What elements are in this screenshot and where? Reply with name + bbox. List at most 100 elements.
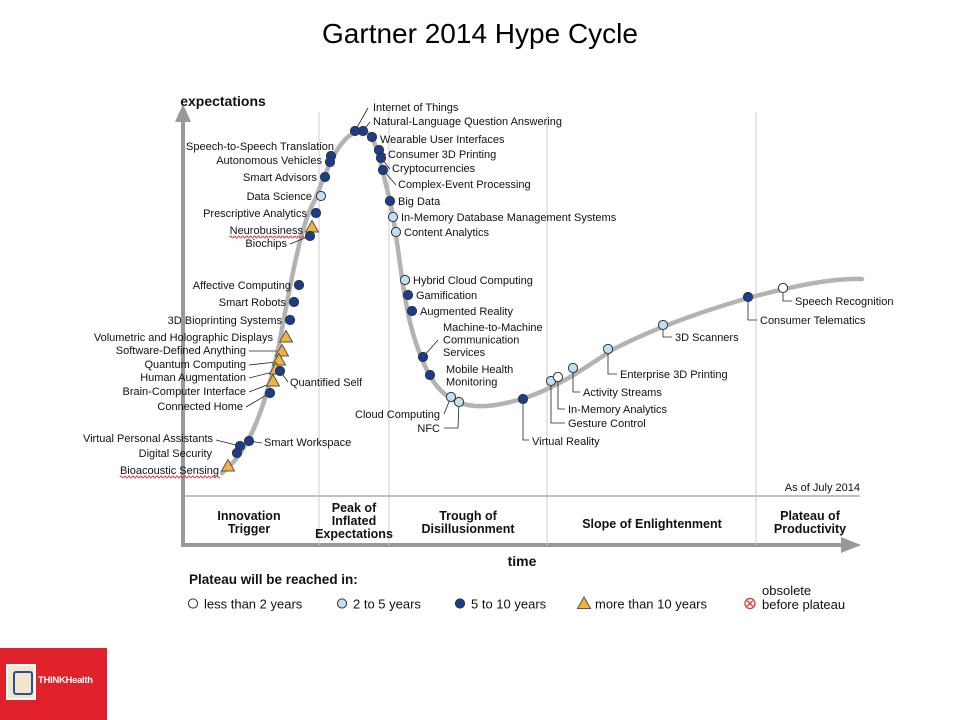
tech-smart-workspace: Smart Workspace <box>243 435 351 449</box>
tech-marker <box>220 458 236 472</box>
technology-points: Internet of Things Natural-Language Quest… <box>83 102 893 479</box>
legend-item-lt2: less than 2 years <box>187 597 303 612</box>
tech-label: Hybrid Cloud Computing <box>413 275 533 287</box>
tech-big-data: Big Data <box>384 195 441 208</box>
phase-label: Inflated <box>332 514 376 528</box>
tech-volumetric-and-holographic-displays: Volumetric and Holographic Displays <box>94 329 294 344</box>
tech-marker <box>274 365 286 377</box>
tech-label: 3D Scanners <box>675 332 739 344</box>
tech-label: In-Memory Database Management Systems <box>401 212 617 224</box>
tech-label: Brain-Computer Interface <box>123 386 247 398</box>
tech-biochips: Biochips <box>245 230 316 250</box>
tech-label: Wearable User Interfaces <box>380 134 505 146</box>
tech-virtual-personal-assistants: Virtual Personal Assistants <box>83 433 246 452</box>
leader-line <box>444 401 460 429</box>
legend-label: less than 2 years <box>204 597 303 612</box>
legend-label: 2 to 5 years <box>353 597 421 612</box>
tech-3d-scanners: 3D Scanners <box>657 319 739 344</box>
tech-marker <box>742 291 754 303</box>
tech-label: Smart Workspace <box>264 437 351 449</box>
leader-line <box>248 371 274 379</box>
tech-mobile-health-monitoring: Mobile Health Monitoring <box>424 364 513 389</box>
tech-marker <box>567 362 579 374</box>
tech-marker <box>284 314 296 326</box>
tech-marker <box>288 296 300 308</box>
tech-marker <box>399 274 411 286</box>
leader-line <box>248 361 277 366</box>
tech-marker <box>417 351 429 363</box>
tech-data-science: Data Science <box>247 190 327 203</box>
tech-marker <box>777 282 789 294</box>
tech-label: Machine-to-Machine Communication Services <box>443 322 543 359</box>
tech-label: Quantified Self <box>290 377 363 389</box>
tech-brain-computer-interface: Brain-Computer Interface <box>123 373 281 398</box>
hype-curve <box>219 128 865 476</box>
tech-label: Affective Computing <box>193 280 291 292</box>
phase-label: Productivity <box>774 522 846 536</box>
tech-label: In-Memory Analytics <box>568 404 668 416</box>
legend-item-5to10: 5 to 10 years <box>454 597 547 612</box>
tech-label: Speech Recognition <box>795 296 893 308</box>
tech-speech-recognition: Speech Recognition <box>777 282 893 308</box>
tech-marker <box>517 393 529 405</box>
leader-line <box>607 349 617 375</box>
spellcheck-underline <box>119 475 221 479</box>
phase-label: Trigger <box>228 522 271 536</box>
leader-line <box>522 399 529 441</box>
tech-label: Internet of Things <box>373 102 459 114</box>
legend-title: Plateau will be reached in: <box>189 572 358 587</box>
thinkhealth-logo: THINKHealth <box>0 648 107 720</box>
phase-label: Peak of <box>332 501 377 515</box>
legend-item-gt10: more than 10 years <box>576 595 708 612</box>
leader-line <box>550 381 565 424</box>
tech-marker <box>602 343 614 355</box>
tech-marker <box>377 164 389 176</box>
tech-natural-language-question-answering: Natural-Language Question Answering <box>357 116 562 137</box>
tech-marker <box>304 230 316 242</box>
legend-marker <box>744 597 756 610</box>
phase-label: Trough of <box>439 509 497 523</box>
tech-in-memory-analytics: In-Memory Analytics <box>552 371 668 416</box>
legend: Plateau will be reached in: less than 2 y… <box>187 572 845 612</box>
tech-connected-home: Connected Home <box>157 387 276 413</box>
tech-enterprise-3d-printing: Enterprise 3D Printing <box>602 343 728 381</box>
tech-marker <box>310 207 322 219</box>
tech-marker <box>387 211 399 223</box>
tech-label: Human Augmentation <box>140 372 246 384</box>
tech-label: 3D Bioprinting Systems <box>168 315 283 327</box>
tech-in-memory-database-management-systems: In-Memory Database Management Systems <box>387 211 617 224</box>
tech-label: Cloud Computing <box>355 409 440 421</box>
tech-gamification: Gamification <box>402 289 477 302</box>
tech-label: Speech-to-Speech Translation <box>186 141 334 153</box>
tech-consumer-telematics: Consumer Telematics <box>742 291 866 327</box>
legend-marker <box>336 598 348 609</box>
tech-marker <box>231 447 243 459</box>
tech-label: Enterprise 3D Printing <box>620 369 728 381</box>
tech-label: Data Science <box>247 191 312 203</box>
tech-marker <box>375 152 387 164</box>
tech-label: Augmented Reality <box>420 306 513 318</box>
tech-smart-robots: Smart Robots <box>219 296 300 309</box>
tech-bioacoustic-sensing: Bioacoustic Sensing <box>119 458 236 479</box>
tech-marker <box>315 190 327 202</box>
tech-label: NFC <box>417 423 440 435</box>
tech-marker <box>243 435 255 447</box>
tech-marker <box>390 226 402 238</box>
tech-label: Volumetric and Holographic Displays <box>94 332 274 344</box>
tech-label: Digital Security <box>139 448 213 460</box>
tech-cloud-computing: Cloud Computing <box>355 391 457 421</box>
tech-label: Natural-Language Question Answering <box>373 116 562 128</box>
tech-marker <box>424 369 436 381</box>
shield-icon <box>6 664 36 700</box>
x-axis-arrow <box>841 537 861 553</box>
tech-marker <box>264 387 276 399</box>
tech-label: Bioacoustic Sensing <box>120 465 219 477</box>
tech-label: Content Analytics <box>404 227 489 239</box>
tech-complex-event-processing: Complex-Event Processing <box>377 164 531 191</box>
phase-label: Slope of Enlightenment <box>582 517 722 531</box>
tech-label: Big Data <box>398 196 441 208</box>
tech-label: Gamification <box>416 290 477 302</box>
tech-marker <box>552 371 564 383</box>
